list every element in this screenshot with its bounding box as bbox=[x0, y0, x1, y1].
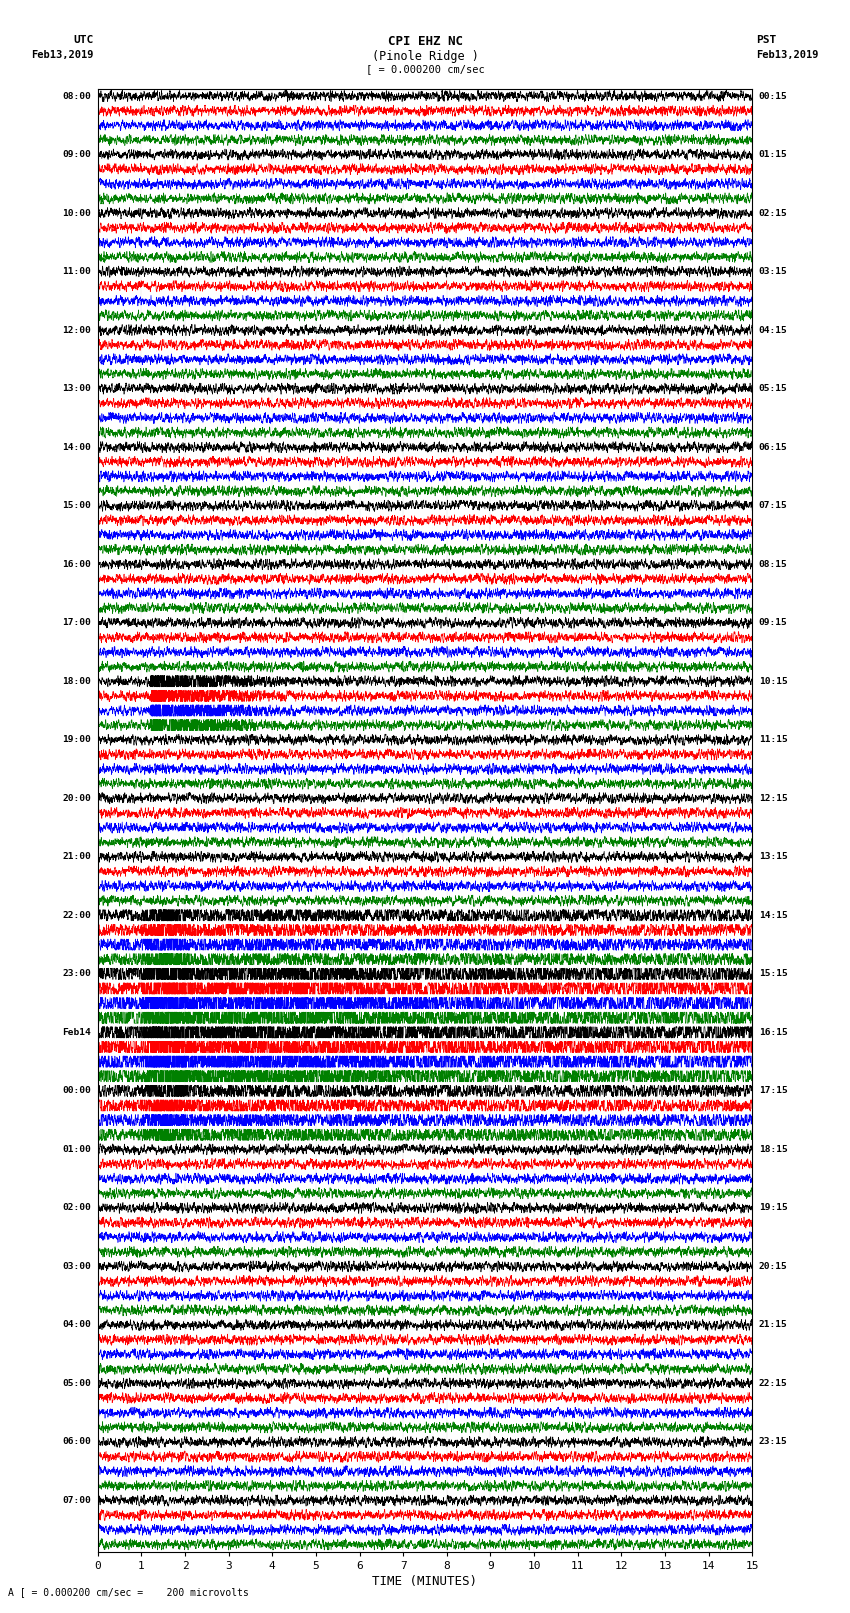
Text: 19:00: 19:00 bbox=[62, 736, 91, 744]
Text: 11:00: 11:00 bbox=[62, 268, 91, 276]
Text: 08:15: 08:15 bbox=[759, 560, 788, 569]
Text: 02:15: 02:15 bbox=[759, 208, 788, 218]
Text: 05:00: 05:00 bbox=[62, 1379, 91, 1387]
Text: UTC: UTC bbox=[73, 35, 94, 45]
Text: 22:15: 22:15 bbox=[759, 1379, 788, 1387]
Text: 07:00: 07:00 bbox=[62, 1495, 91, 1505]
Text: 18:15: 18:15 bbox=[759, 1145, 788, 1153]
Text: 01:00: 01:00 bbox=[62, 1145, 91, 1153]
Text: 17:15: 17:15 bbox=[759, 1087, 788, 1095]
Text: 09:15: 09:15 bbox=[759, 618, 788, 627]
Text: 06:15: 06:15 bbox=[759, 442, 788, 452]
Text: 21:00: 21:00 bbox=[62, 852, 91, 861]
Text: 00:00: 00:00 bbox=[62, 1087, 91, 1095]
Text: 14:00: 14:00 bbox=[62, 442, 91, 452]
Text: 09:00: 09:00 bbox=[62, 150, 91, 160]
Text: 15:00: 15:00 bbox=[62, 502, 91, 510]
Text: A [ = 0.000200 cm/sec =    200 microvolts: A [ = 0.000200 cm/sec = 200 microvolts bbox=[8, 1587, 249, 1597]
Text: 23:00: 23:00 bbox=[62, 969, 91, 979]
Text: 14:15: 14:15 bbox=[759, 911, 788, 919]
Text: 05:15: 05:15 bbox=[759, 384, 788, 394]
Text: 15:15: 15:15 bbox=[759, 969, 788, 979]
X-axis label: TIME (MINUTES): TIME (MINUTES) bbox=[372, 1574, 478, 1587]
Text: 18:00: 18:00 bbox=[62, 677, 91, 686]
Text: 19:15: 19:15 bbox=[759, 1203, 788, 1213]
Text: 07:15: 07:15 bbox=[759, 502, 788, 510]
Text: 04:00: 04:00 bbox=[62, 1321, 91, 1329]
Text: 10:00: 10:00 bbox=[62, 208, 91, 218]
Text: 17:00: 17:00 bbox=[62, 618, 91, 627]
Text: 13:15: 13:15 bbox=[759, 852, 788, 861]
Text: 12:00: 12:00 bbox=[62, 326, 91, 334]
Text: 12:15: 12:15 bbox=[759, 794, 788, 803]
Text: 01:15: 01:15 bbox=[759, 150, 788, 160]
Text: [ = 0.000200 cm/sec: [ = 0.000200 cm/sec bbox=[366, 65, 484, 74]
Text: 16:00: 16:00 bbox=[62, 560, 91, 569]
Text: 02:00: 02:00 bbox=[62, 1203, 91, 1213]
Text: 20:00: 20:00 bbox=[62, 794, 91, 803]
Text: Feb13,2019: Feb13,2019 bbox=[31, 50, 94, 60]
Text: 13:00: 13:00 bbox=[62, 384, 91, 394]
Text: 08:00: 08:00 bbox=[62, 92, 91, 100]
Text: 10:15: 10:15 bbox=[759, 677, 788, 686]
Text: 23:15: 23:15 bbox=[759, 1437, 788, 1447]
Text: 11:15: 11:15 bbox=[759, 736, 788, 744]
Text: 20:15: 20:15 bbox=[759, 1261, 788, 1271]
Text: 06:00: 06:00 bbox=[62, 1437, 91, 1447]
Text: CPI EHZ NC: CPI EHZ NC bbox=[388, 35, 462, 48]
Text: 21:15: 21:15 bbox=[759, 1321, 788, 1329]
Text: (Pinole Ridge ): (Pinole Ridge ) bbox=[371, 50, 479, 63]
Text: PST: PST bbox=[756, 35, 777, 45]
Text: Feb14: Feb14 bbox=[62, 1027, 91, 1037]
Text: 03:15: 03:15 bbox=[759, 268, 788, 276]
Text: Feb13,2019: Feb13,2019 bbox=[756, 50, 819, 60]
Text: 00:15: 00:15 bbox=[759, 92, 788, 100]
Text: 22:00: 22:00 bbox=[62, 911, 91, 919]
Text: 16:15: 16:15 bbox=[759, 1027, 788, 1037]
Text: 03:00: 03:00 bbox=[62, 1261, 91, 1271]
Text: 04:15: 04:15 bbox=[759, 326, 788, 334]
